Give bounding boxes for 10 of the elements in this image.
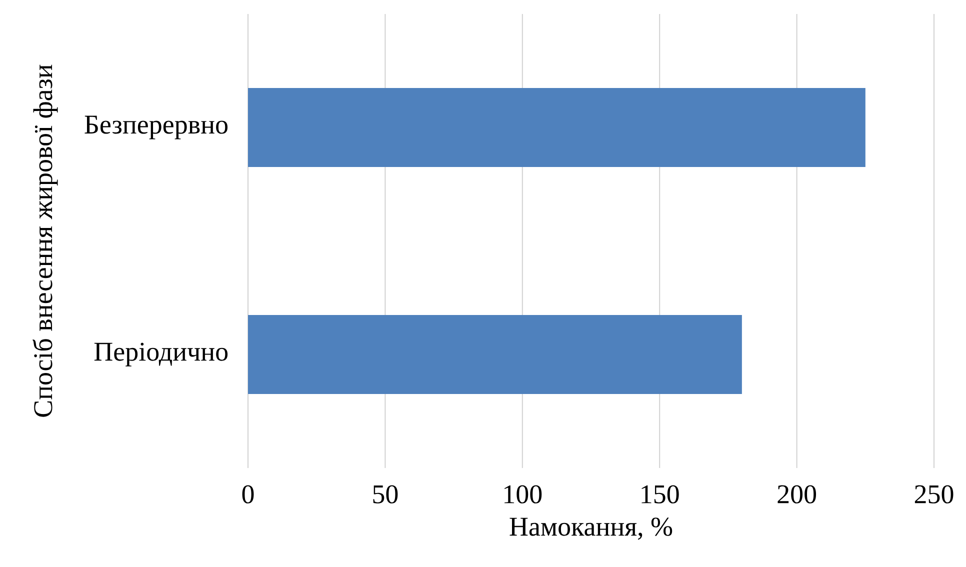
x-tick-label: 150 <box>642 485 679 504</box>
y-axis-title: Спосіб внесення жирової фази <box>32 64 58 417</box>
y-tick-label: Періодично <box>94 342 228 366</box>
y-tick-label: Безперервно <box>84 116 228 140</box>
x-tick-label: 0 <box>242 485 254 504</box>
x-tick-label: 50 <box>373 485 398 504</box>
x-tick-label: 100 <box>504 485 542 504</box>
x-axis-title: Намокання, % <box>510 518 672 540</box>
x-tick-label: 200 <box>778 485 816 504</box>
x-tick-label: 250 <box>914 485 954 504</box>
